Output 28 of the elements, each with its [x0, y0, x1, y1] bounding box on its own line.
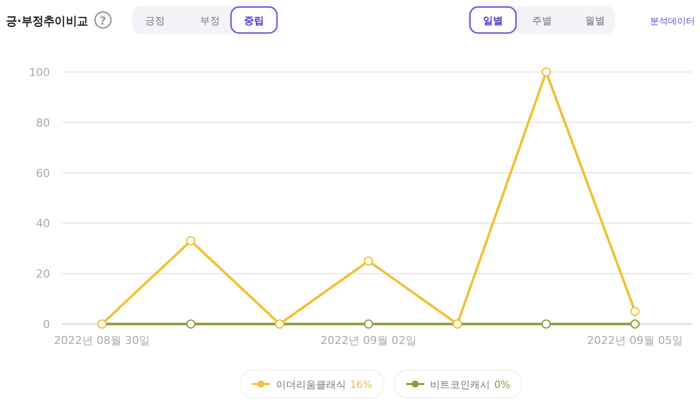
point [542, 67, 551, 77]
x-tick-label: 2022년 09월 02일 [320, 334, 416, 347]
y-tick-label: 0 [43, 318, 50, 331]
point [630, 319, 640, 329]
text: 월별 [585, 16, 605, 27]
point [542, 319, 551, 329]
help-icon: ? [94, 11, 112, 29]
text: 일별 [483, 16, 503, 27]
point [186, 319, 196, 329]
text: 분석데이터 [650, 17, 695, 27]
legend-label: 비트코인캐시 0% [430, 380, 510, 391]
y-tick-label: 80 [36, 116, 50, 130]
x-tick-label: 2022년 08월 30일 [54, 334, 150, 347]
y-tick-label: 100 [29, 66, 50, 79]
point [364, 319, 374, 329]
legend-label: 이더리움클래식 16% [276, 380, 372, 391]
text: 긍정 [145, 16, 165, 27]
y-tick-label: 20 [36, 268, 50, 281]
point [186, 236, 196, 246]
text: 중립 [244, 16, 264, 27]
y-tick-label: 60 [36, 166, 50, 180]
text: 주별 [532, 16, 552, 27]
y-tick-label: 40 [36, 217, 50, 230]
point [364, 256, 374, 266]
x-tick-label: 2022년 09월 05일 [587, 334, 683, 347]
point [630, 306, 640, 316]
chart-title: 긍·부정추이비교 [6, 14, 95, 28]
text: 부정 [200, 16, 220, 27]
